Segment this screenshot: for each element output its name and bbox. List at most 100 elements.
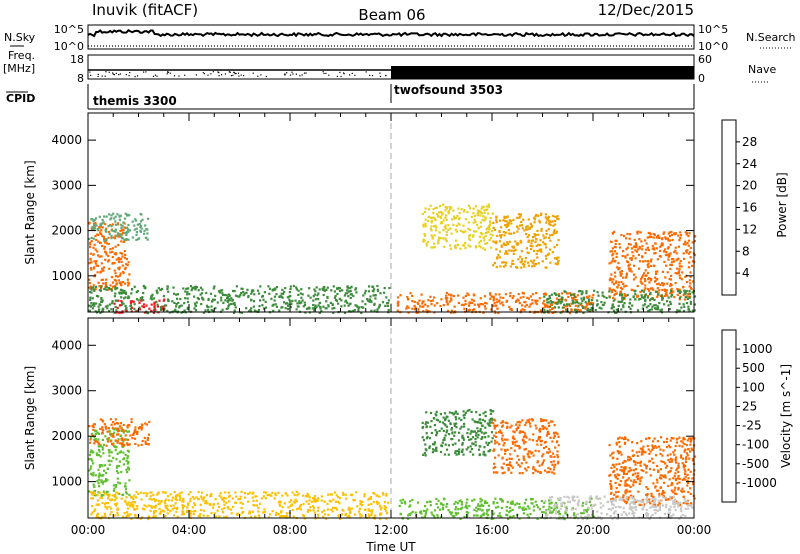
heatmap-region — [543, 289, 697, 314]
nave-dot — [339, 71, 341, 73]
nave-dot — [371, 75, 374, 77]
nave-dot — [349, 74, 351, 76]
x-axis-label: Time UT — [365, 540, 416, 554]
heatmap-region — [421, 409, 495, 457]
nsky-tick-bottom: 10^0 — [54, 40, 84, 53]
date-title: 12/Dec/2015 — [598, 1, 694, 19]
nave-dot — [134, 76, 136, 78]
nave-dot — [217, 71, 219, 73]
nsky-tick-top: 10^5 — [54, 23, 84, 36]
y-tick-label: 1000 — [51, 269, 82, 283]
nave-dot — [112, 72, 114, 74]
nsky-label: N.Sky — [4, 31, 36, 44]
x-tick-label: 12:00 — [374, 523, 409, 537]
nave-dot — [202, 72, 204, 74]
nave-tick-bottom: 0 — [698, 72, 705, 85]
heatmap-region — [608, 436, 697, 507]
nave-dot — [354, 74, 356, 76]
nave-dot — [178, 75, 180, 77]
nave-dot — [156, 75, 158, 77]
nave-dot — [136, 75, 139, 77]
nave-dot — [154, 74, 156, 76]
nave-dot — [112, 73, 114, 75]
nave-dot — [145, 71, 147, 73]
velocity-colorbar-tick: 1000 — [742, 342, 773, 356]
velocity-colorbar-tick: -1000 — [742, 476, 777, 490]
heatmap-region — [396, 291, 595, 315]
nave-dot — [305, 72, 307, 74]
freq-tick-top: 18 — [70, 53, 84, 66]
nave-dot — [89, 71, 91, 73]
x-tick-label: 00:00 — [677, 523, 712, 537]
nave-dot — [284, 73, 286, 75]
power-colorbar-tick: 12 — [742, 222, 757, 236]
nave-dot — [325, 72, 327, 74]
nave-dot — [292, 73, 294, 75]
velocity-colorbar-tick: 500 — [742, 361, 765, 375]
nave-dot — [229, 71, 231, 73]
heatmap-region — [608, 230, 697, 301]
heatmap-region — [88, 212, 150, 242]
nave-dot — [108, 71, 110, 73]
nave-dot — [113, 74, 115, 76]
nave-dot — [101, 75, 103, 77]
nave-dot — [97, 75, 99, 77]
x-tick-label: 16:00 — [475, 523, 510, 537]
nave-dot — [128, 75, 130, 77]
power-colorbar-tick: 24 — [742, 157, 757, 171]
nsearch-label: N.Search — [746, 31, 796, 44]
nave-dot — [235, 72, 237, 75]
nave-dot — [340, 75, 342, 78]
nave-dot — [238, 75, 240, 77]
nave-dot — [105, 71, 107, 73]
y-tick-label: 3000 — [51, 178, 82, 192]
heatmap-region — [88, 284, 391, 315]
nave-dot — [228, 71, 230, 73]
freq-tick-bottom: 8 — [77, 72, 84, 85]
nave-dot — [90, 74, 92, 76]
y-tick-label: 2000 — [51, 429, 82, 443]
velocity-colorbar-tick: -25 — [742, 419, 762, 433]
nave-dot — [152, 75, 155, 77]
x-tick-label: 08:00 — [273, 523, 308, 537]
heatmap-region — [492, 418, 560, 475]
nave-dot — [169, 72, 171, 74]
nave-block — [391, 66, 694, 79]
nave-dot — [210, 73, 212, 75]
power-panel-frame — [87, 112, 695, 313]
freq-unit-label: [MHz] — [3, 62, 35, 75]
y-tick-label: 3000 — [51, 384, 82, 398]
power-colorbar-tick: 8 — [742, 244, 750, 258]
nave-dot — [301, 74, 303, 76]
nsearch-tick-top: 10^5 — [698, 23, 728, 36]
heatmap-region — [421, 203, 494, 251]
nave-dot — [129, 72, 131, 74]
nave-dot — [166, 73, 168, 75]
heatmap-region — [88, 427, 131, 498]
velocity-colorbar-tick: -500 — [742, 457, 769, 471]
y-tick-label: 1000 — [51, 475, 82, 489]
cpid-label: CPID — [6, 92, 35, 105]
nsky-trace — [87, 29, 695, 38]
station-title: Inuvik (fitACF) — [92, 1, 198, 19]
nave-dot — [323, 72, 325, 75]
nave-dot — [207, 74, 209, 76]
nave-dot — [284, 74, 286, 76]
power-colorbar-frame — [721, 119, 737, 296]
x-tick-label: 20:00 — [576, 523, 611, 537]
power-colorbar-tick: 4 — [742, 266, 750, 280]
nave-dot — [243, 75, 245, 77]
nave-dot — [322, 71, 324, 73]
y-axis-label: Slant Range [km] — [23, 366, 37, 470]
cpid-segment-1: themis 3300 — [93, 94, 177, 108]
nave-tick-top: 60 — [698, 53, 712, 66]
nave-dot — [232, 74, 234, 76]
velocity-colorbar-frame — [721, 329, 737, 503]
power-colorbar-tick: 28 — [742, 135, 757, 149]
nave-dot — [303, 72, 306, 74]
nave-dot — [336, 75, 338, 77]
y-tick-label: 4000 — [51, 133, 82, 147]
nave-dot — [173, 75, 176, 77]
nave-dot — [234, 73, 236, 75]
